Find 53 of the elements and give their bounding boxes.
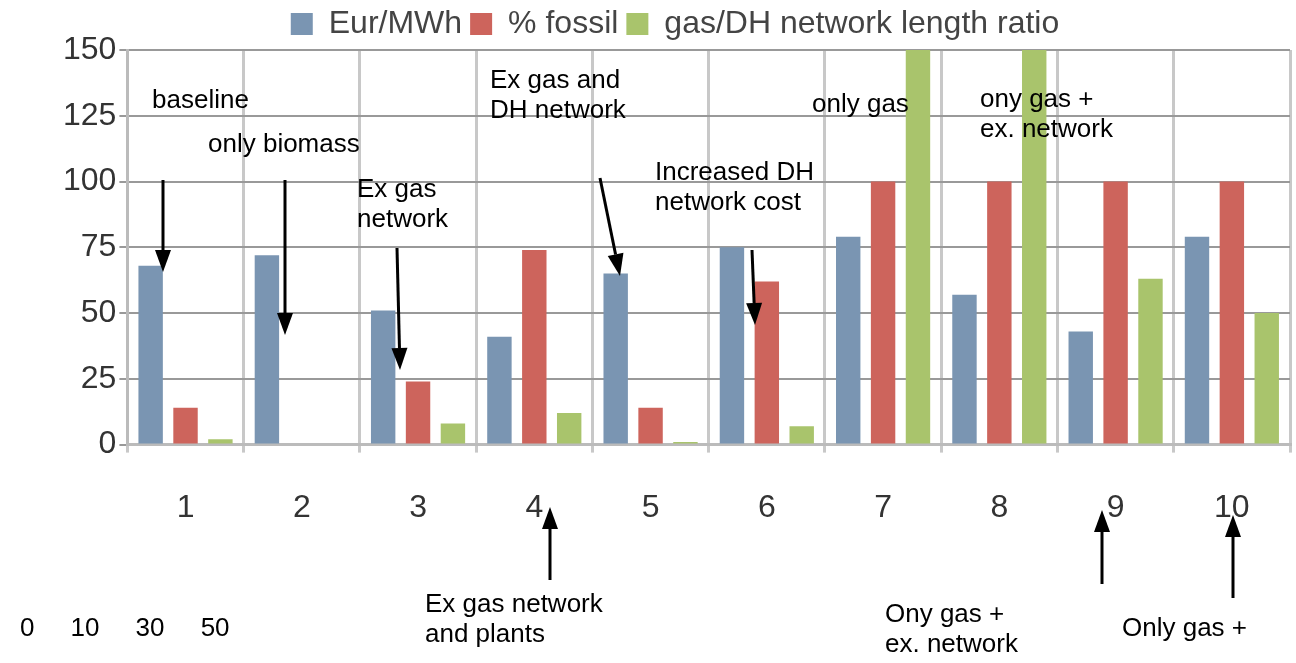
bar [522,249,547,444]
annotation: Ex gas and DH network [490,64,626,124]
bar [1138,278,1163,444]
bar [836,236,861,444]
x-tick-label: 2 [292,487,311,524]
bar [370,310,396,444]
bar [254,255,280,444]
bar [1219,181,1245,444]
bar [987,181,1012,444]
annotation: only biomass [208,128,360,158]
bar [789,426,814,444]
bar [1254,313,1279,444]
x-tick-label: 5 [641,487,660,524]
bar [1184,236,1210,444]
y-tick-label: 100 [63,161,117,198]
x-tick-label: 3 [409,487,427,524]
text: Ony gas + ex. network [885,598,1018,658]
annotation: Increased DH network cost [655,156,814,216]
bar [754,281,780,444]
legend-label: Eur/MWh [328,3,463,40]
annotation: Ex gas network [357,173,449,233]
legend-label: % fossil [508,3,619,40]
annotation: baseline [152,84,249,114]
y-tick-label: 75 [80,227,117,264]
y-tick-label: 25 [80,358,117,395]
bar [952,294,977,444]
text: Only gas + [1122,612,1248,642]
bar [638,407,663,444]
bar [1103,181,1128,444]
y-tick-label: 125 [63,95,117,132]
bar [440,423,466,444]
y-tick-label: 150 [63,29,117,66]
bar [487,336,512,444]
bar [138,265,163,444]
x-tick-label: 4 [525,487,544,524]
x-tick-label: 9 [1106,487,1125,524]
bar [870,181,896,444]
bar [719,247,745,444]
x-tick-label: 1 [176,487,195,524]
bar [405,381,431,444]
bar [556,413,582,444]
text: 0 10 30 50 [20,612,230,642]
text: Ex gas network and plants [425,588,603,648]
bar [173,407,198,444]
legend-label: gas/DH network length ratio [664,3,1060,40]
y-tick-label: 50 [80,292,117,329]
x-tick-label: 7 [874,487,892,524]
y-tick-label: 0 [98,424,117,461]
bar [1068,331,1093,444]
x-tick-label: 8 [990,487,1009,524]
x-tick-label: 6 [757,487,776,524]
x-tick-label: 10 [1214,487,1250,524]
bar [208,439,233,444]
